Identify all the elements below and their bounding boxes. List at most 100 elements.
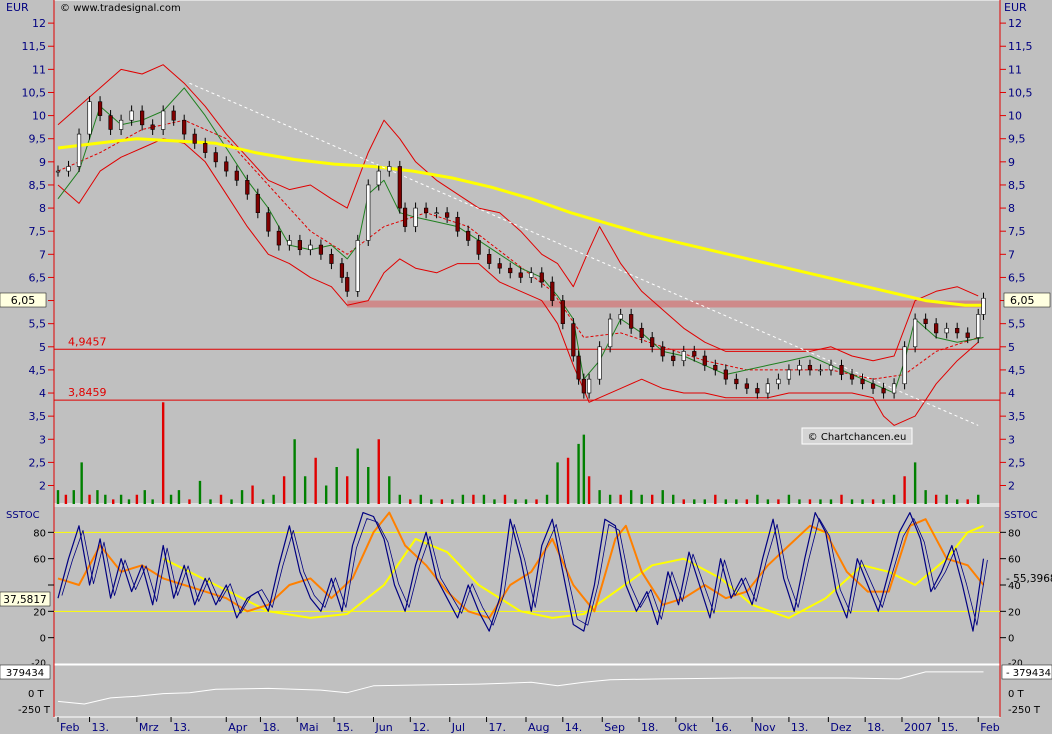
candle-body — [581, 378, 586, 394]
x-tick-label: 2007 — [904, 721, 932, 734]
volume-bar — [135, 494, 139, 504]
price-tick-label-right: 3,5 — [1008, 410, 1026, 423]
candle-body — [297, 240, 302, 250]
osc-tick-label-right: 20 — [1008, 607, 1021, 618]
volume-bar — [566, 457, 570, 504]
volume-bar — [850, 499, 854, 504]
candle-body — [387, 166, 392, 172]
volume-bar — [64, 494, 68, 504]
volume-bar — [882, 499, 885, 504]
x-tick-label: 18. — [262, 721, 280, 734]
candle-body — [508, 267, 513, 274]
volume-bar — [261, 499, 265, 504]
candle-body — [76, 133, 82, 167]
price-tick-label-left: 12 — [32, 17, 46, 30]
candle-body — [476, 240, 481, 255]
volume-bar — [240, 490, 244, 504]
osc-fast-signal-line — [61, 518, 988, 626]
candle-body — [981, 297, 986, 315]
volume-bar — [88, 494, 91, 504]
osc-fast-line — [57, 511, 985, 632]
watermark[interactable]: © Chartchancen.eu — [801, 427, 913, 445]
price-tick-label-right: 2,5 — [1008, 456, 1026, 469]
price-tick-label-right: 7,5 — [1008, 225, 1026, 238]
obv-line — [57, 671, 984, 705]
osc-cut-label-left: -20 — [31, 659, 46, 669]
volume-bar — [661, 490, 664, 504]
obv-right-value: - 379434 — [1001, 664, 1052, 680]
volume-bar — [356, 448, 359, 504]
candle-body — [671, 355, 676, 361]
candle-body — [66, 166, 71, 172]
candle-body — [755, 388, 760, 394]
candle-body — [245, 180, 250, 195]
volume-bar — [777, 499, 780, 504]
candle-body — [902, 346, 907, 385]
support-label: 3,8459 — [68, 386, 107, 399]
obv-cut-left: -250 T — [18, 705, 51, 716]
volume-bar — [651, 494, 654, 504]
x-tick-label: 18. — [867, 721, 885, 734]
price-tick-label-left: 4,5 — [29, 364, 47, 377]
last-price-left: 6,05 — [0, 292, 47, 308]
price-tick-label-left: 3,5 — [29, 410, 47, 423]
price-tick-label-right: 12 — [1008, 17, 1022, 30]
volume-bar — [209, 499, 212, 504]
price-candles — [55, 96, 986, 399]
price-tick-label-right: 11 — [1008, 63, 1022, 76]
x-tick-label: Apr — [228, 721, 248, 734]
osc-tick-label-right: 40 — [1008, 581, 1021, 592]
sma200-line — [57, 137, 984, 307]
price-tick-label-right: 10,5 — [1008, 86, 1033, 99]
bollinger-lower — [57, 138, 979, 426]
volume-bar — [545, 494, 549, 504]
price-tick-label-right: 4,5 — [1008, 364, 1026, 377]
volume-bar — [409, 499, 412, 504]
candle-body — [466, 230, 471, 241]
candle-body — [150, 124, 155, 130]
oscillator-axis: 0 0 20 20 40 60 60 80 80 -20 -20 — [31, 528, 1023, 669]
price-tick-label-left: 8 — [39, 202, 46, 215]
candle-body — [744, 383, 749, 389]
candle-body — [255, 193, 260, 213]
last-price-right: 6,05 — [1003, 292, 1051, 308]
volume-bar — [693, 499, 696, 504]
volume-bar — [798, 499, 801, 504]
price-tick-label-right: 11,5 — [1008, 40, 1033, 53]
x-tick-label: 16. — [715, 721, 733, 734]
price-tick-label-left: 10,5 — [22, 86, 47, 99]
candle-body — [734, 378, 739, 385]
candle-body — [560, 300, 565, 324]
price-tick-label-right: 9 — [1008, 156, 1015, 169]
candle-body — [934, 323, 939, 334]
volume-bar — [169, 494, 173, 504]
volume-bar — [198, 480, 202, 504]
svg-text:- 379434: - 379434 — [1006, 668, 1051, 679]
candle-body — [497, 263, 502, 269]
price-tick-label-right: 5 — [1008, 341, 1015, 354]
candle-body — [339, 263, 345, 278]
volume-bar — [945, 494, 948, 504]
support-label: 4,9457 — [68, 335, 107, 348]
time-axis: Feb 13. Mrz 13. Apr 18. Mai 15. Jun 12. Jul 17. Aug 1… — [57, 717, 1000, 734]
price-tick-label-left: 2 — [39, 480, 46, 493]
svg-text:- 55,3968: - 55,3968 — [1006, 573, 1052, 585]
osc-tick-label-right: 80 — [1008, 528, 1021, 539]
candle-body — [308, 244, 313, 250]
svg-text:379434: 379434 — [6, 668, 44, 679]
x-tick-label: Mai — [299, 721, 318, 734]
candle-body — [276, 230, 281, 246]
volume-bar — [582, 434, 586, 504]
volume-bar — [524, 499, 528, 504]
volume-bar — [892, 494, 896, 504]
candle-body — [345, 277, 350, 292]
osc-tick-label-left: 20 — [33, 607, 46, 618]
source-label: © www.tradesignal.com — [60, 3, 181, 14]
candle-body — [318, 244, 324, 255]
price-tick-label-left: 4 — [39, 387, 46, 400]
price-tick-label-right: 8,5 — [1008, 179, 1026, 192]
x-tick-label: 15. — [941, 721, 959, 734]
candle-body — [192, 133, 197, 144]
volume-bar — [303, 476, 307, 504]
candle-body — [723, 369, 728, 380]
